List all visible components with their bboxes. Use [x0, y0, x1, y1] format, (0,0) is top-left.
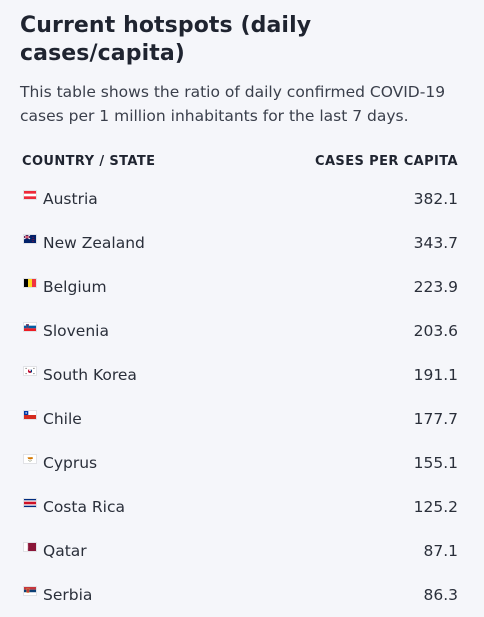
table-row: Qatar 87.1: [20, 529, 458, 573]
country-cell: New Zealand: [23, 234, 145, 252]
cases-value: 382.1: [414, 190, 458, 208]
country-name: New Zealand: [43, 234, 145, 252]
table-row: Belgium 223.9: [20, 265, 458, 309]
serbia-flag-icon: [23, 586, 37, 596]
country-name: Chile: [43, 410, 82, 428]
table-header: COUNTRY / STATE CASES PER CAPITA: [20, 150, 458, 172]
new-zealand-flag-icon: [23, 234, 37, 244]
table-row: Chile 177.7: [20, 397, 458, 441]
country-cell: Costa Rica: [23, 498, 125, 516]
cases-value: 87.1: [423, 542, 458, 560]
country-cell: Slovenia: [23, 322, 109, 340]
table-description: This table shows the ratio of daily conf…: [20, 80, 460, 128]
country-name: Austria: [43, 190, 98, 208]
page-title: Current hotspots (daily cases/capita): [20, 12, 458, 68]
country-name: South Korea: [43, 366, 137, 384]
qatar-flag-icon: [23, 542, 37, 552]
country-cell: Cyprus: [23, 454, 97, 472]
country-name: Belgium: [43, 278, 107, 296]
table-row: New Zealand 343.7: [20, 221, 458, 265]
slovenia-flag-icon: [23, 322, 37, 332]
country-name: Costa Rica: [43, 498, 125, 516]
country-name: Qatar: [43, 542, 87, 560]
table-row: Slovenia 203.6: [20, 309, 458, 353]
country-cell: Chile: [23, 410, 82, 428]
table-row: Austria 382.1: [20, 177, 458, 221]
austria-flag-icon: [23, 190, 37, 200]
table-row: Costa Rica 125.2: [20, 485, 458, 529]
cases-value: 125.2: [414, 498, 458, 516]
column-header-cases: CASES PER CAPITA: [315, 154, 458, 169]
costa-rica-flag-icon: [23, 498, 37, 508]
cases-value: 191.1: [414, 366, 458, 384]
cyprus-flag-icon: [23, 454, 37, 464]
chile-flag-icon: [23, 410, 37, 420]
country-cell: Austria: [23, 190, 98, 208]
cases-value: 203.6: [414, 322, 458, 340]
south-korea-flag-icon: [23, 366, 37, 376]
table-row: Cyprus 155.1: [20, 441, 458, 485]
table-row: South Korea 191.1: [20, 353, 458, 397]
cases-value: 343.7: [414, 234, 458, 252]
column-header-country: COUNTRY / STATE: [22, 154, 155, 169]
country-name: Slovenia: [43, 322, 109, 340]
cases-value: 177.7: [414, 410, 458, 428]
country-cell: Serbia: [23, 586, 92, 604]
country-name: Serbia: [43, 586, 92, 604]
cases-value: 223.9: [414, 278, 458, 296]
country-cell: Qatar: [23, 542, 87, 560]
country-name: Cyprus: [43, 454, 97, 472]
country-cell: South Korea: [23, 366, 137, 384]
cases-value: 86.3: [423, 586, 458, 604]
country-cell: Belgium: [23, 278, 107, 296]
table-body: Austria 382.1: [20, 177, 458, 617]
table-row: Serbia 86.3: [20, 573, 458, 617]
belgium-flag-icon: [23, 278, 37, 288]
cases-value: 155.1: [414, 454, 458, 472]
